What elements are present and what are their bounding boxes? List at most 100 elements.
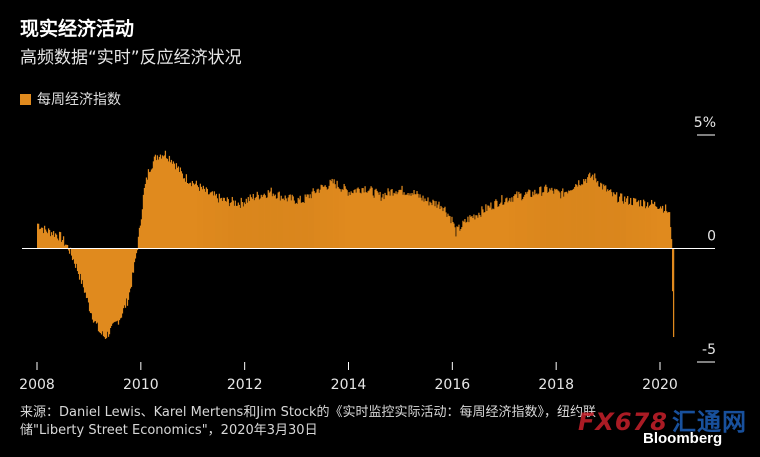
bar bbox=[132, 248, 135, 273]
bar bbox=[79, 248, 82, 274]
watermark: FX678 汇通网 bbox=[578, 402, 747, 437]
bar bbox=[385, 195, 387, 249]
bar bbox=[567, 193, 569, 249]
bar bbox=[654, 201, 656, 249]
bar bbox=[622, 201, 624, 249]
bar bbox=[46, 233, 49, 249]
bar bbox=[235, 205, 237, 249]
bar bbox=[185, 174, 188, 249]
bar bbox=[520, 193, 522, 249]
bar bbox=[614, 194, 616, 249]
bar bbox=[323, 186, 325, 249]
bar bbox=[112, 248, 115, 323]
bar bbox=[73, 248, 76, 264]
bar bbox=[161, 155, 164, 249]
bar bbox=[544, 186, 546, 249]
bar bbox=[473, 214, 475, 249]
bar bbox=[348, 192, 350, 249]
bar bbox=[305, 196, 307, 249]
bar bbox=[534, 189, 536, 249]
bar bbox=[200, 186, 202, 249]
bar bbox=[216, 198, 218, 249]
bar bbox=[606, 191, 608, 249]
bar bbox=[47, 228, 50, 249]
bar bbox=[584, 181, 586, 249]
bar bbox=[55, 234, 58, 249]
bar bbox=[420, 197, 422, 249]
bar bbox=[226, 197, 228, 249]
bar bbox=[290, 200, 292, 249]
bar bbox=[137, 236, 140, 249]
bar bbox=[384, 192, 386, 249]
bar bbox=[299, 195, 301, 249]
bar bbox=[259, 198, 261, 249]
bar bbox=[530, 196, 532, 249]
bar bbox=[570, 190, 572, 249]
bar bbox=[260, 194, 262, 249]
bar bbox=[136, 248, 139, 251]
bar bbox=[328, 185, 330, 249]
bar bbox=[218, 193, 220, 249]
bar bbox=[380, 200, 382, 249]
bar bbox=[497, 206, 499, 249]
bar bbox=[537, 194, 539, 249]
bar bbox=[646, 206, 648, 249]
bar bbox=[109, 248, 112, 329]
bar bbox=[293, 200, 295, 249]
bar bbox=[471, 216, 473, 249]
bar bbox=[623, 203, 625, 249]
bar bbox=[93, 248, 96, 322]
bar bbox=[396, 194, 398, 249]
bar bbox=[601, 183, 603, 249]
bar bbox=[111, 248, 114, 324]
bar bbox=[255, 196, 257, 249]
bar bbox=[669, 227, 672, 249]
bar bbox=[167, 161, 170, 249]
bar bbox=[347, 195, 349, 249]
bar bbox=[336, 180, 338, 249]
bar bbox=[231, 196, 233, 249]
brand-logo: Bloomberg bbox=[643, 430, 723, 447]
bar bbox=[270, 187, 272, 249]
bar bbox=[602, 189, 604, 249]
bar bbox=[642, 206, 644, 249]
bar bbox=[325, 187, 327, 249]
bar bbox=[250, 197, 252, 249]
source-note: 来源：Daniel Lewis、Karel Mertens和Jim Stock的… bbox=[20, 405, 597, 438]
bar bbox=[398, 189, 400, 249]
bar bbox=[577, 186, 579, 249]
bar bbox=[315, 192, 317, 249]
bar bbox=[155, 160, 158, 249]
x-tick-label: 2020 bbox=[642, 377, 678, 393]
bar bbox=[561, 191, 563, 249]
bar bbox=[644, 201, 646, 249]
bar bbox=[321, 185, 323, 249]
bar bbox=[224, 200, 226, 249]
bar bbox=[201, 189, 203, 249]
bar bbox=[154, 154, 157, 249]
bar bbox=[211, 191, 213, 249]
bar bbox=[521, 200, 523, 249]
bar bbox=[298, 199, 300, 249]
bar bbox=[206, 188, 208, 249]
bar bbox=[390, 189, 392, 249]
bar bbox=[583, 179, 585, 249]
bar bbox=[547, 192, 549, 249]
bar bbox=[309, 194, 311, 249]
bar bbox=[366, 192, 368, 249]
bar bbox=[300, 202, 302, 249]
bar bbox=[532, 191, 534, 249]
bar bbox=[631, 204, 633, 249]
bar bbox=[529, 190, 531, 249]
bar bbox=[463, 221, 465, 249]
bar bbox=[48, 229, 51, 249]
bar bbox=[573, 188, 575, 249]
bar bbox=[585, 178, 587, 249]
bar bbox=[528, 189, 530, 249]
bar bbox=[68, 248, 71, 254]
y-axis: 5% 0 -5 bbox=[694, 115, 716, 363]
bar bbox=[116, 248, 119, 321]
bar bbox=[503, 204, 505, 249]
bar bbox=[251, 198, 253, 249]
bar bbox=[191, 180, 193, 249]
